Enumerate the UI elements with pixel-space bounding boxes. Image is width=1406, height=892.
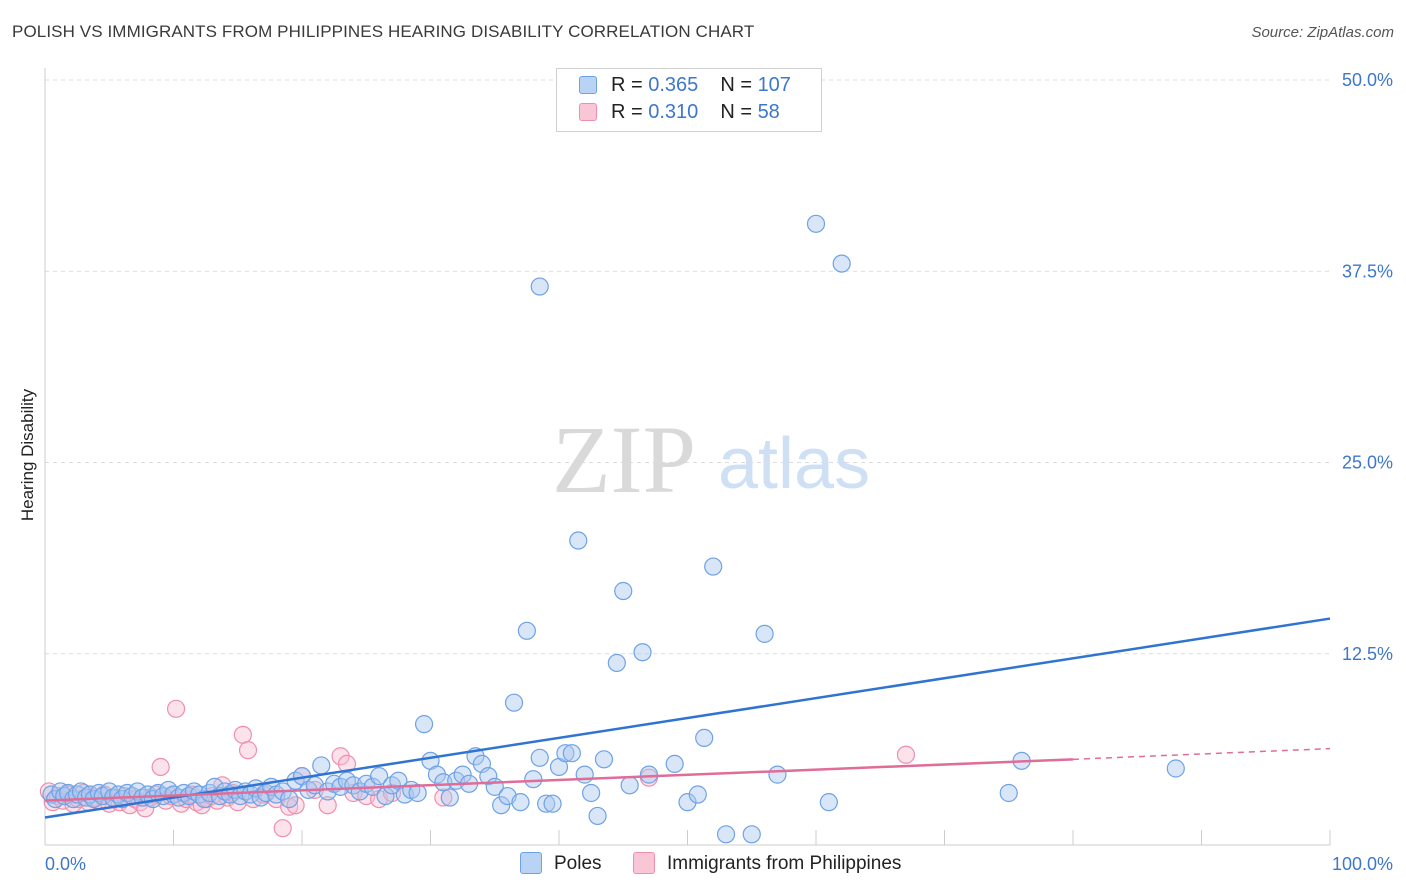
poles-point [688, 785, 707, 804]
poles-point [755, 624, 774, 643]
bottom-legend-poles: Poles [520, 852, 602, 876]
poles-point [479, 767, 498, 786]
poles-point [517, 621, 536, 640]
x-tick-label: 0.0% [45, 854, 86, 874]
legend-n-label: N = [720, 101, 752, 123]
philippines-point [151, 757, 170, 777]
legend-n-label: N = [720, 74, 752, 96]
legend-swatch-poles [579, 76, 597, 94]
poles-point [537, 794, 556, 813]
legend-swatch-philippines [579, 103, 597, 121]
legend-label-philippines: Immigrants from Philippines [667, 853, 902, 874]
watermark-atlas: atlas [718, 424, 870, 504]
grid-lines [45, 79, 1330, 655]
trend-line-poles [44, 617, 1331, 819]
poles-point [370, 767, 389, 786]
poles-point [530, 277, 549, 296]
philippines-point [166, 699, 186, 718]
poles-point [620, 776, 639, 795]
poles-point [504, 693, 524, 712]
philippines-point [280, 797, 299, 816]
poles-point [633, 643, 652, 662]
poles-point [614, 581, 633, 601]
legend-swatch-philippines [633, 852, 655, 874]
poles-point [582, 783, 601, 803]
poles-point [768, 765, 787, 784]
watermark: ZIP atlas [552, 406, 870, 513]
legend-label-poles: Poles [554, 853, 602, 874]
poles-point [607, 653, 626, 673]
philippines-point [238, 741, 258, 760]
poles-point [594, 750, 614, 769]
poles-point [543, 794, 562, 813]
poles-point [492, 796, 511, 815]
poles-point [819, 793, 838, 812]
poles-point [832, 254, 851, 273]
poles-point [414, 715, 434, 734]
tick-labels: 12.5% 25.0% 37.5% 50.0% 0.0% 100.0% [45, 70, 1393, 874]
poles-point [742, 825, 761, 844]
bottom-legend-philippines: Immigrants from Philippines [633, 852, 901, 876]
philippines-point [233, 725, 252, 744]
poles-point [530, 748, 549, 767]
poles-point [524, 770, 543, 789]
poles-point [556, 744, 575, 763]
poles-point [569, 531, 588, 550]
y-tick-label: 25.0% [1342, 453, 1393, 473]
series-poles-points [42, 214, 1185, 844]
x-tick-label: 100.0% [1332, 854, 1393, 874]
poles-point [806, 214, 826, 233]
legend-r-label: R = [611, 101, 643, 123]
poles-point [575, 765, 594, 784]
poles-point [511, 793, 530, 812]
poles-point [665, 754, 684, 774]
poles-point [280, 789, 299, 809]
legend-r-value: 0.310 [648, 101, 699, 123]
poles-point [678, 793, 697, 812]
philippines-point [434, 788, 453, 807]
poles-point [716, 825, 736, 844]
poles-point [704, 557, 723, 576]
correlation-legend: R = 0.365 N = 107 R = 0.310 N = 58 [556, 68, 822, 132]
axes [44, 68, 1331, 846]
legend-row-philippines: R = 0.310 N = 58 [579, 99, 780, 125]
y-tick-label: 50.0% [1342, 70, 1393, 90]
trend-lines [44, 617, 1331, 819]
poles-point [695, 728, 714, 748]
legend-r-value: 0.365 [648, 74, 699, 96]
legend-row-poles: R = 0.365 N = 107 [579, 72, 791, 98]
chart-title: POLISH VS IMMIGRANTS FROM PHILIPPINES HE… [12, 22, 755, 41]
legend-swatch-poles [520, 852, 542, 874]
legend-n-value: 58 [757, 101, 780, 123]
legend-n-value: 107 [757, 74, 791, 96]
legend-r-label: R = [611, 74, 643, 96]
poles-point [588, 806, 607, 826]
watermark-zip: ZIP [552, 406, 696, 513]
poles-point [1166, 759, 1185, 778]
philippines-point [273, 819, 292, 838]
poles-point [999, 783, 1018, 803]
poles-point [639, 765, 659, 784]
y-tick-label: 12.5% [1342, 644, 1393, 664]
y-tick-label: 37.5% [1342, 261, 1393, 281]
philippines-point [136, 799, 155, 818]
trend-line-philippines-extension [1072, 747, 1331, 761]
source-label: Source: ZipAtlas.com [1251, 24, 1394, 41]
poles-point [312, 756, 331, 775]
trend-line-philippines [44, 758, 1074, 802]
philippines-point [318, 796, 337, 815]
poles-point [562, 744, 581, 763]
poles-point [440, 788, 459, 807]
philippines-point [896, 745, 916, 764]
